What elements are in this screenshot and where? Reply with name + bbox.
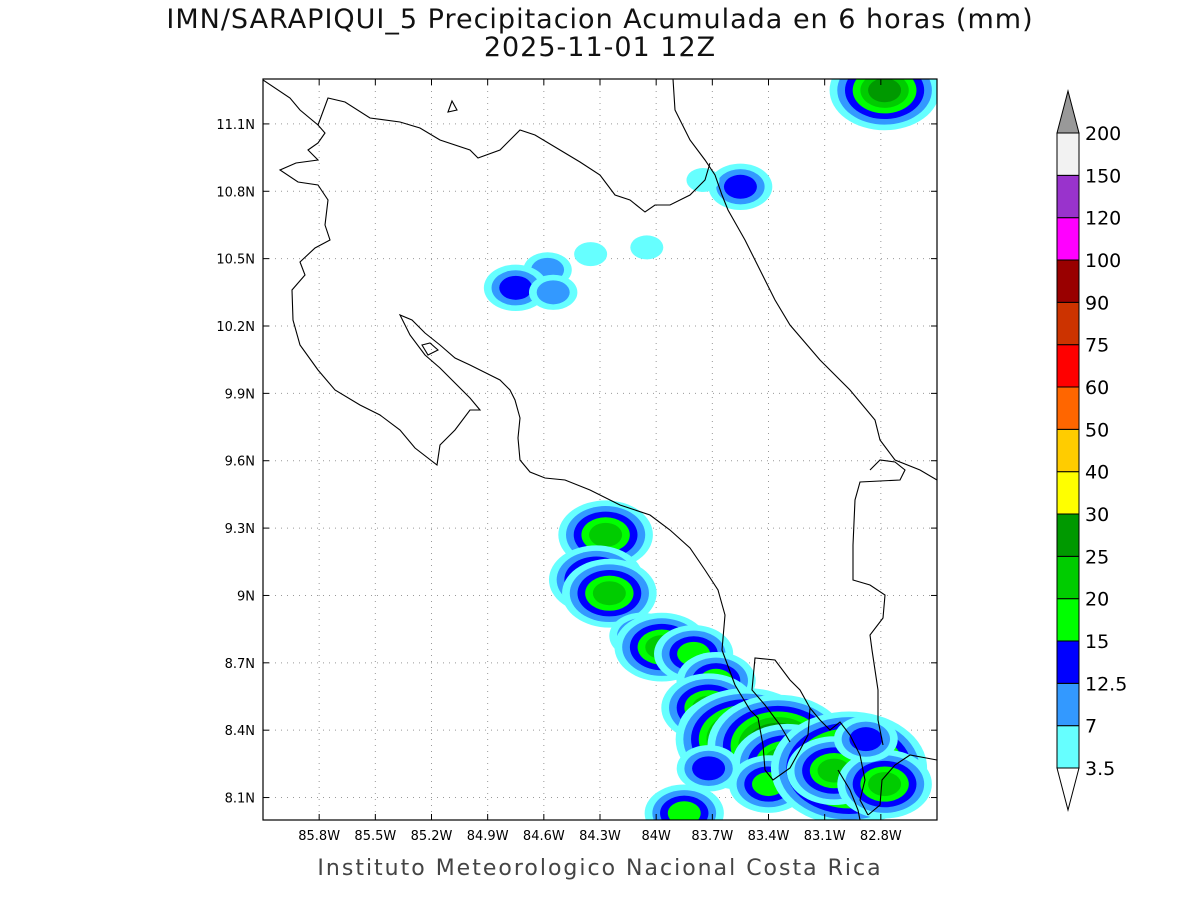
colorbar-label: 7 <box>1085 716 1097 738</box>
x-tick-label: 85.2W <box>411 829 453 844</box>
precip-cell <box>868 772 902 797</box>
x-tick-label: 82.8W <box>860 829 902 844</box>
x-tick-label: 84.3W <box>579 829 621 844</box>
colorbar-label: 3.5 <box>1085 758 1115 780</box>
y-tick-label: 10.8N <box>216 185 255 200</box>
colorbar-top-arrow <box>1056 89 1080 134</box>
precip-cell <box>536 280 570 305</box>
coastline <box>263 79 937 820</box>
y-tick-label: 8.1N <box>225 792 255 807</box>
colorbar-bin <box>1056 344 1080 388</box>
map-title: IMN/SARAPIQUI_5 Precipitacion Acumulada … <box>166 4 1034 35</box>
x-tick-label: 83.7W <box>691 829 733 844</box>
y-tick-label: 9.9N <box>225 387 255 402</box>
y-tick-label: 9N <box>237 589 255 604</box>
colorbar-label: 200 <box>1085 123 1121 145</box>
colorbar-label: 150 <box>1085 165 1121 187</box>
x-tick-label: 83.4W <box>748 829 790 844</box>
precip-cell <box>849 727 883 752</box>
colorbar: 3.5 7 12.5 15 20 25 30 40 50 60 75 90 100 120 150 200 <box>1056 89 1127 812</box>
x-tick-label: 85.8W <box>298 829 340 844</box>
colorbar-label: 100 <box>1085 250 1121 272</box>
y-tick-label: 8.7N <box>225 657 255 672</box>
colorbar-label: 20 <box>1085 589 1109 611</box>
x-tick-label: 84.9W <box>467 829 509 844</box>
colorbar-label: 30 <box>1085 504 1109 526</box>
colorbar-label: 12.5 <box>1085 673 1127 695</box>
y-tick-label: 9.6N <box>225 455 255 470</box>
y-tick-label: 10.5N <box>216 253 255 268</box>
panama-border <box>852 459 906 746</box>
y-tick-label: 10.2N <box>216 320 255 335</box>
colorbar-bin <box>1056 301 1080 346</box>
axis-ticks: 85.8W 85.5W 85.2W 84.9W 84.6W 84.3W 84W 83.7W 83… <box>216 79 937 844</box>
nicaragua-border <box>317 97 711 213</box>
map-footer: Instituto Meteorologico Nacional Costa R… <box>317 856 883 881</box>
y-tick-label: 8.4N <box>225 724 255 739</box>
colorbar-bin <box>1056 386 1080 430</box>
colorbar-bin <box>1056 428 1080 473</box>
colorbar-bin <box>1056 174 1080 219</box>
precip-cell <box>692 756 726 781</box>
colorbar-bin <box>1056 217 1080 261</box>
pacific-coastline <box>263 79 764 746</box>
caribbean-coastline <box>672 79 937 481</box>
precip-cell <box>574 242 608 267</box>
colorbar-label: 50 <box>1085 419 1109 441</box>
precip-cell <box>686 168 720 193</box>
precipitation-layer <box>483 79 937 820</box>
colorbar-bin <box>1056 513 1080 557</box>
y-tick-label: 9.3N <box>225 522 255 537</box>
x-tick-label: 84W <box>641 829 671 844</box>
osa-peninsula-coastline <box>751 657 811 781</box>
colorbar-label: 25 <box>1085 546 1109 568</box>
golfito-coastline <box>809 707 869 816</box>
precip-cell <box>499 275 533 300</box>
colorbar-label: 90 <box>1085 292 1109 314</box>
precip-cell <box>667 801 701 820</box>
map-frame <box>262 78 938 821</box>
precip-cell <box>630 235 664 260</box>
nicoya-islet <box>421 342 439 356</box>
colorbar-label: 60 <box>1085 377 1109 399</box>
colorbar-label: 120 <box>1085 208 1121 230</box>
map-grid <box>263 79 937 820</box>
colorbar-bin <box>1056 555 1080 600</box>
colorbar-bin <box>1056 640 1080 684</box>
precip-cell <box>868 79 902 103</box>
burica-coastline <box>837 769 861 820</box>
colorbar-label: 15 <box>1085 631 1109 653</box>
colorbar-bin <box>1056 598 1080 642</box>
colorbar-bin <box>1056 682 1080 727</box>
x-tick-label: 83.1W <box>804 829 846 844</box>
colorbar-label: 40 <box>1085 462 1109 484</box>
precip-cell <box>723 174 757 199</box>
y-tick-label: 11.1N <box>216 118 255 133</box>
colorbar-bin <box>1056 132 1080 176</box>
panama-pacific-coastline <box>867 754 937 816</box>
colorbar-bin <box>1056 259 1080 303</box>
precip-cell <box>589 522 623 547</box>
lake-islet <box>447 99 458 113</box>
precip-cell <box>592 581 626 606</box>
colorbar-bottom-arrow <box>1056 767 1080 812</box>
map-subtitle: 2025-11-01 12Z <box>483 32 717 63</box>
x-tick-label: 85.5W <box>354 829 396 844</box>
colorbar-bin <box>1056 725 1080 769</box>
colorbar-label: 75 <box>1085 335 1109 357</box>
x-tick-label: 84.6W <box>523 829 565 844</box>
colorbar-bin <box>1056 471 1080 515</box>
